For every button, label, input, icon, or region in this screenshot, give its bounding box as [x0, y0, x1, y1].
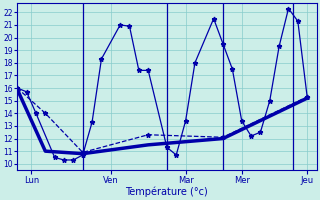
X-axis label: Température (°c): Température (°c): [125, 186, 208, 197]
